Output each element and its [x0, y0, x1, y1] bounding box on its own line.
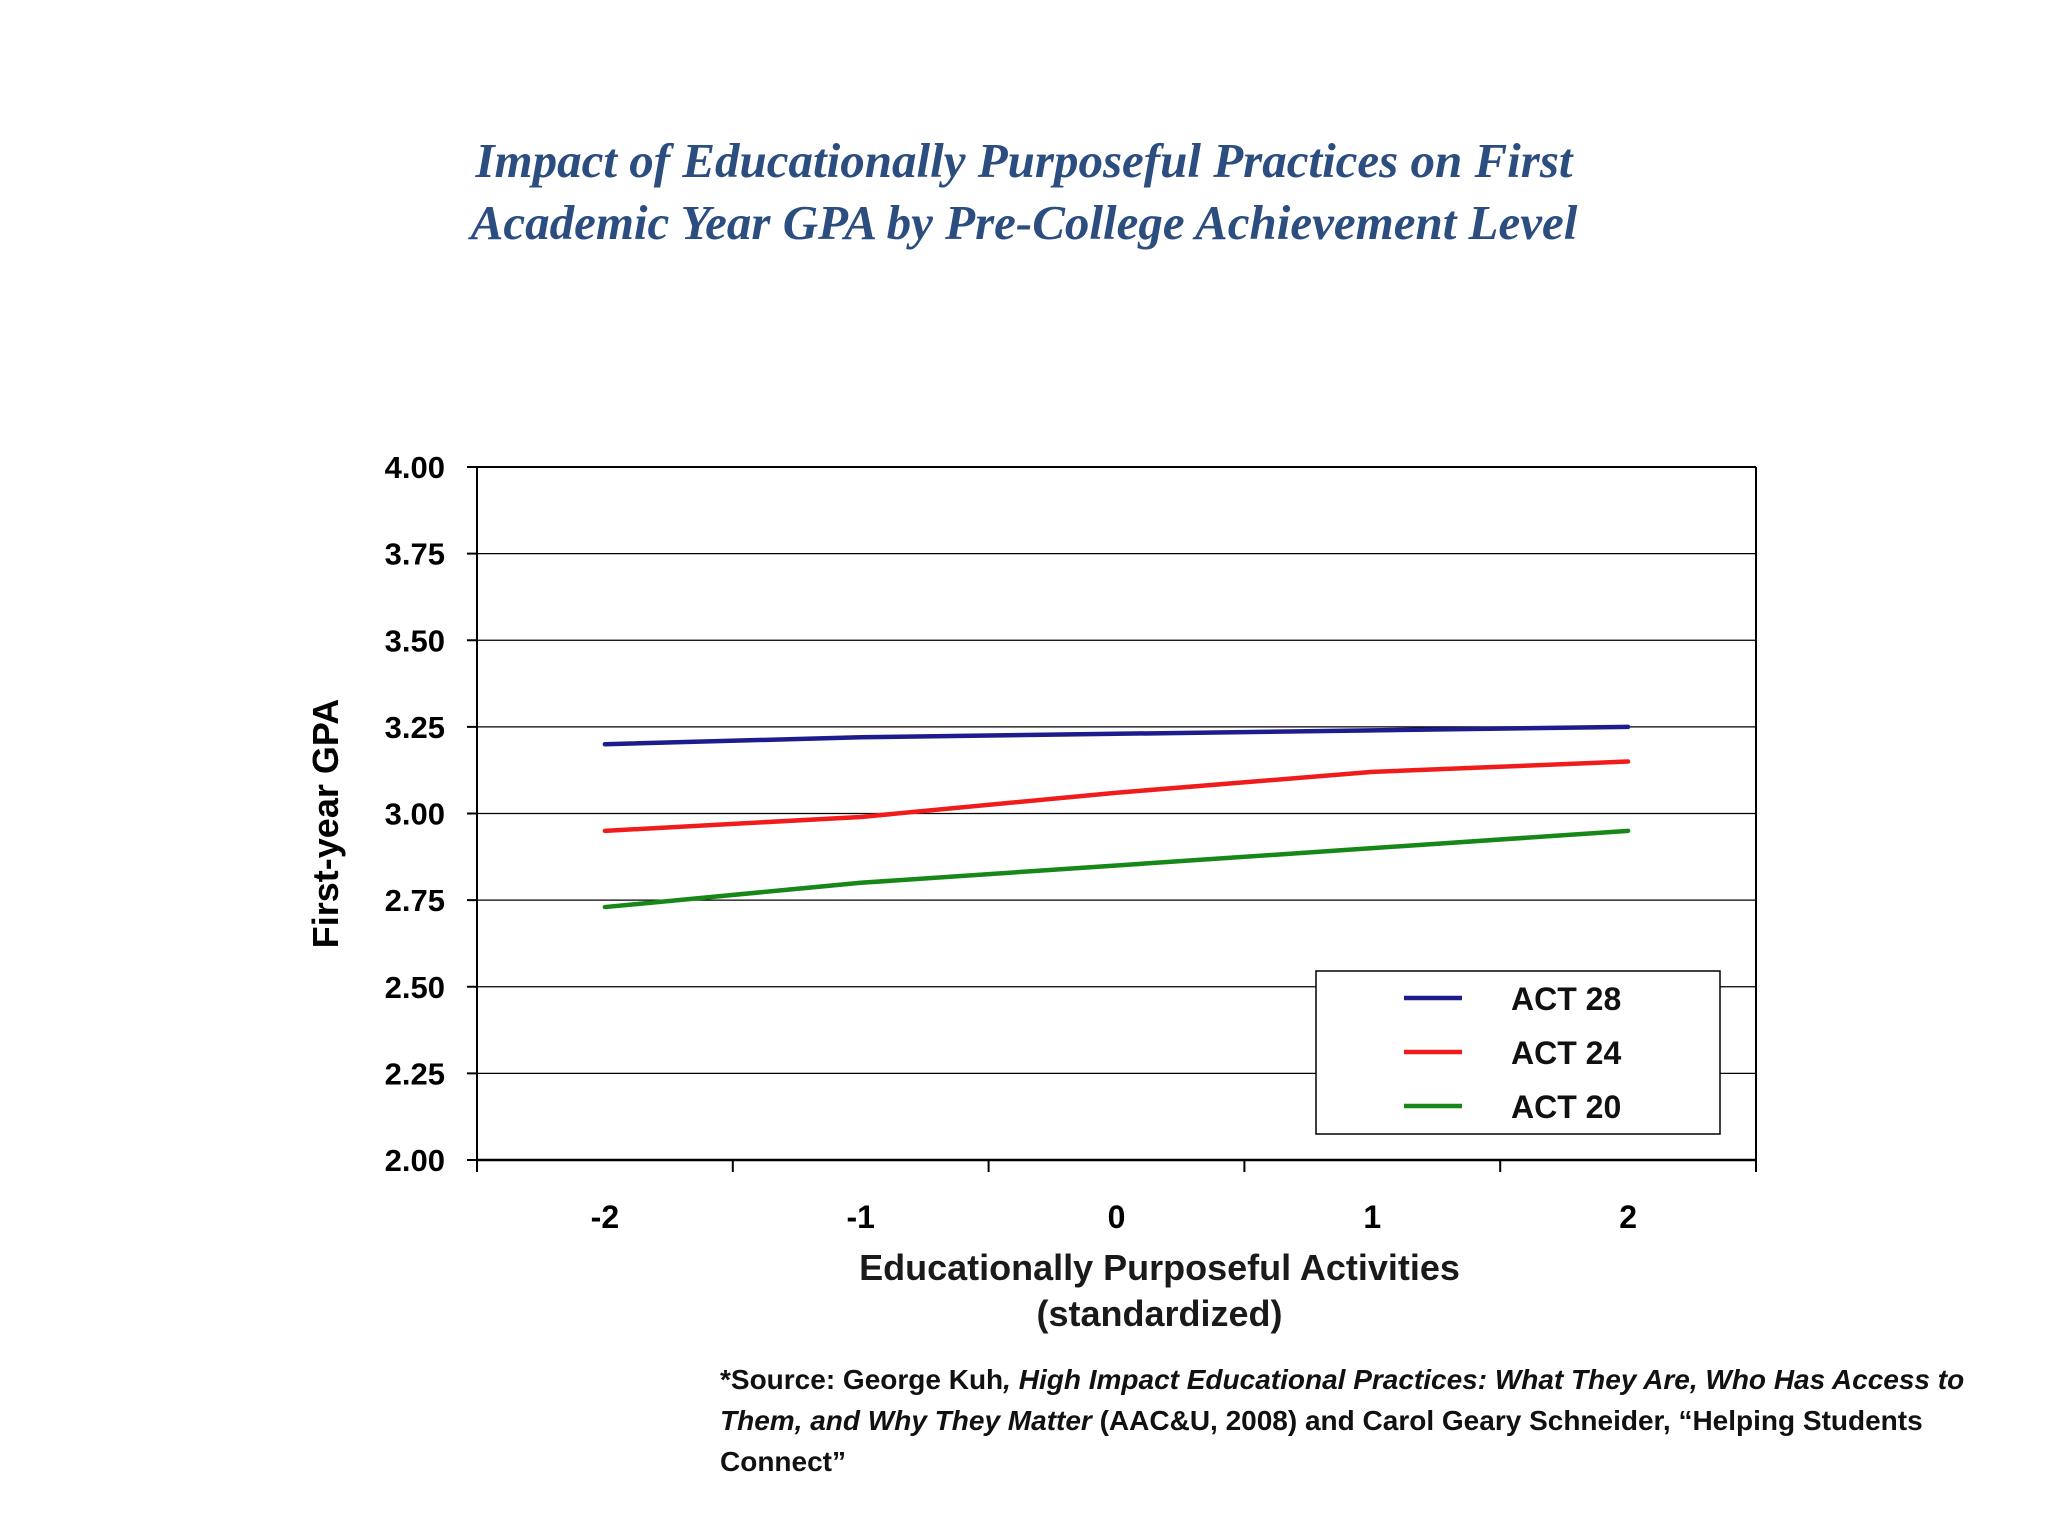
x-tick-label: 0: [1108, 1199, 1126, 1235]
y-tick-label: 3.00: [385, 797, 445, 832]
source-title: , High Impact Educational Practices: Wha…: [720, 1364, 1965, 1436]
x-tick-label: 1: [1363, 1199, 1381, 1235]
y-tick-label: 3.25: [385, 710, 445, 745]
y-tick-label: 2.75: [385, 883, 445, 918]
source-note: *Source: George Kuh, High Impact Educati…: [720, 1359, 2000, 1482]
legend-label: ACT 28: [1511, 981, 1621, 1017]
x-tick-label: -1: [846, 1199, 874, 1235]
series-line-act-28: [602, 724, 1631, 747]
legend-box: [1315, 970, 1721, 1135]
x-tick-label: -2: [591, 1199, 619, 1235]
x-axis-title-line: (standardized): [1036, 1293, 1282, 1334]
y-tick-label: 4.00: [385, 450, 445, 485]
source-suffix: (AAC&U, 2008) and Carol Geary Schneider,…: [720, 1405, 1923, 1477]
series-lines: [602, 724, 1631, 910]
y-axis-title: First-year GPA: [305, 699, 346, 948]
y-tick-label: 3.75: [385, 537, 445, 572]
y-tick-label: 2.00: [385, 1143, 445, 1178]
legend-label: ACT 24: [1511, 1035, 1621, 1071]
y-tick-label: 2.50: [385, 970, 445, 1005]
chart-title: Impact of Educationally Purposeful Pract…: [0, 130, 2048, 254]
y-tick-label: 3.50: [385, 623, 445, 658]
y-tick-label: 2.25: [385, 1056, 445, 1091]
legend: ACT 28 ACT 24 ACT 20: [1315, 970, 1721, 1135]
legend-label: ACT 20: [1511, 1089, 1621, 1125]
x-tick-label: 2: [1619, 1199, 1637, 1235]
source-prefix: *Source: George Kuh: [720, 1364, 1004, 1395]
chart-title-line-2: Academic Year GPA by Pre-College Achieve…: [470, 195, 1578, 250]
x-axis-title-line: Educationally Purposeful Activities: [859, 1247, 1460, 1288]
series-line-act-24: [602, 759, 1631, 834]
chart-title-line-1: Impact of Educationally Purposeful Pract…: [475, 133, 1573, 188]
axes: 2.00 2.25 2.50 2.75 3.00 3.25 3.50 3.75 4.00 -2 -1…: [305, 450, 1757, 1334]
series-line-act-20: [602, 828, 1631, 910]
